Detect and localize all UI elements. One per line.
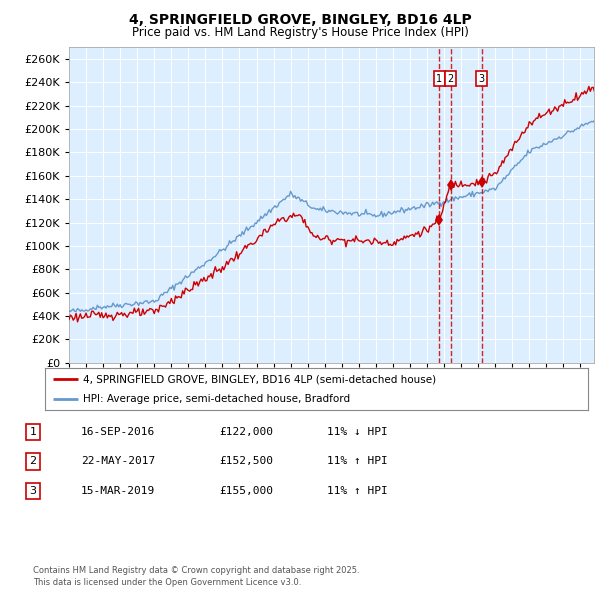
- Text: 4, SPRINGFIELD GROVE, BINGLEY, BD16 4LP: 4, SPRINGFIELD GROVE, BINGLEY, BD16 4LP: [128, 13, 472, 27]
- Text: 3: 3: [479, 74, 485, 84]
- Text: 11% ↑ HPI: 11% ↑ HPI: [327, 457, 388, 466]
- Text: 22-MAY-2017: 22-MAY-2017: [81, 457, 155, 466]
- Text: £155,000: £155,000: [219, 486, 273, 496]
- Text: £122,000: £122,000: [219, 427, 273, 437]
- Text: 1: 1: [436, 74, 442, 84]
- Text: 2: 2: [448, 74, 454, 84]
- Text: 2: 2: [29, 457, 37, 466]
- Text: 4, SPRINGFIELD GROVE, BINGLEY, BD16 4LP (semi-detached house): 4, SPRINGFIELD GROVE, BINGLEY, BD16 4LP …: [83, 375, 436, 385]
- Text: Price paid vs. HM Land Registry's House Price Index (HPI): Price paid vs. HM Land Registry's House …: [131, 26, 469, 39]
- Text: Contains HM Land Registry data © Crown copyright and database right 2025.
This d: Contains HM Land Registry data © Crown c…: [33, 566, 359, 587]
- Text: 1: 1: [29, 427, 37, 437]
- Text: 15-MAR-2019: 15-MAR-2019: [81, 486, 155, 496]
- Text: 3: 3: [29, 486, 37, 496]
- Text: 11% ↓ HPI: 11% ↓ HPI: [327, 427, 388, 437]
- Text: 11% ↑ HPI: 11% ↑ HPI: [327, 486, 388, 496]
- Text: HPI: Average price, semi-detached house, Bradford: HPI: Average price, semi-detached house,…: [83, 395, 350, 404]
- Text: 16-SEP-2016: 16-SEP-2016: [81, 427, 155, 437]
- Text: £152,500: £152,500: [219, 457, 273, 466]
